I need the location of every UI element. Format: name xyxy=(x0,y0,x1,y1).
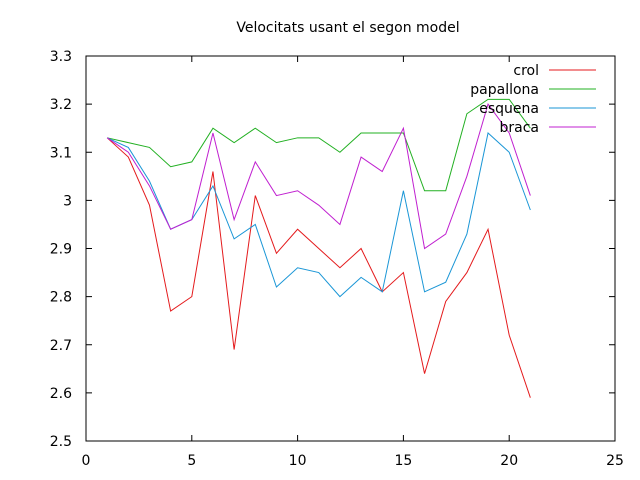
y-tick-label: 3.1 xyxy=(50,145,72,161)
x-tick-label: 0 xyxy=(82,453,91,469)
x-tick-label: 25 xyxy=(606,453,624,469)
y-tick-label: 2.9 xyxy=(50,242,72,258)
legend-label-papallona: papallona xyxy=(470,82,539,98)
y-tick-label: 3.3 xyxy=(50,49,72,65)
series-line-papallona xyxy=(107,98,531,192)
y-tick-label: 2.5 xyxy=(50,434,72,450)
x-tick-label: 15 xyxy=(394,453,412,469)
axes: 0 5 10 15 20 25 2.5 2.6 2.7 2.8 2.9 3 3.1 3.2 3.3 xyxy=(50,49,624,469)
series-line-crol xyxy=(106,137,531,398)
legend-label-crol: crol xyxy=(513,63,539,79)
y-tick-label: 3 xyxy=(63,193,72,209)
y-tick-label: 2.8 xyxy=(50,290,72,306)
y-tick-label: 2.7 xyxy=(50,338,72,354)
legend: crol papallona esquena braca xyxy=(470,63,596,136)
x-tick-label: 5 xyxy=(187,453,196,469)
y-tick-label: 2.6 xyxy=(50,386,72,402)
chart-title: Velocitats usant el segon model xyxy=(236,20,459,36)
plot-area xyxy=(106,98,531,398)
legend-label-braca: braca xyxy=(500,120,540,136)
series-line-braca xyxy=(106,103,531,250)
x-tick-label: 20 xyxy=(500,453,518,469)
y-tick-label: 3.2 xyxy=(50,97,72,113)
x-tick-label: 10 xyxy=(289,453,307,469)
legend-label-esquena: esquena xyxy=(479,101,539,117)
